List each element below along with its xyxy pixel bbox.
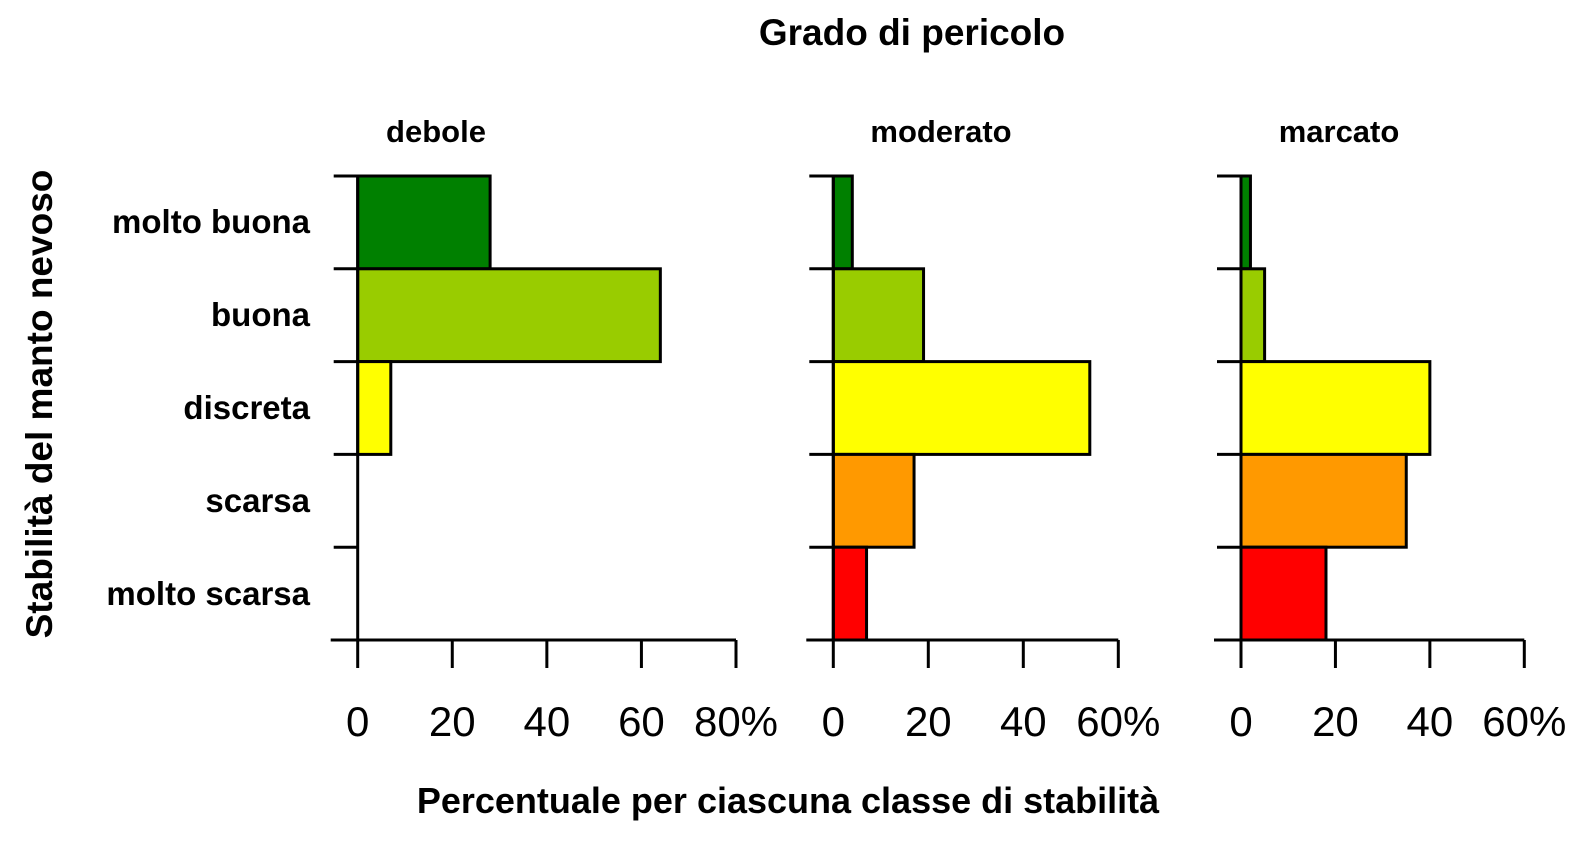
panel-header-moderato: moderato	[870, 114, 1012, 149]
panel-moderato-x-tick-label: 60%	[1076, 698, 1160, 745]
panel-debole-x-tick-label: 60	[618, 698, 665, 745]
panel-debole-x-tick-label: 0	[346, 698, 369, 745]
panel-debole-x-tick-label: 40	[523, 698, 570, 745]
panel-debole-x-tick-label: 80%	[694, 698, 778, 745]
bar-marcato-buona	[1239, 267, 1267, 364]
panel-moderato-x-tick-label: 40	[1000, 698, 1047, 745]
bar-moderato-scarsa	[831, 452, 916, 549]
bar-moderato-buona	[831, 267, 926, 364]
category-label-scarsa: scarsa	[205, 482, 310, 519]
bar-debole-molto-buona	[356, 174, 492, 271]
bar-marcato-discreta	[1239, 360, 1432, 456]
bar-marcato-scarsa	[1239, 452, 1408, 549]
panel-marcato-x-tick-label: 20	[1312, 698, 1359, 745]
panel-marcato-x-tick-label: 40	[1407, 698, 1454, 745]
panel-header-marcato: marcato	[1278, 114, 1400, 149]
panel-header-debole: debole	[386, 114, 486, 149]
panel-marcato-x-tick-label: 0	[1229, 698, 1252, 745]
category-label-molto-scarsa: molto scarsa	[106, 575, 310, 612]
category-label-molto-buona: molto buona	[112, 203, 310, 240]
panel-moderato-x-tick-label: 0	[822, 698, 845, 745]
x-axis-label: Percentuale per ciascuna classe di stabi…	[416, 780, 1160, 821]
bar-moderato-molto-scarsa	[831, 545, 869, 642]
chart-title: Grado di pericolo	[758, 12, 1066, 53]
bar-marcato-molto-scarsa	[1239, 545, 1328, 642]
category-label-discreta: discreta	[183, 389, 310, 426]
panel-marcato-x-tick-label: 60%	[1482, 698, 1566, 745]
bar-debole-buona	[356, 267, 662, 364]
bar-debole-discreta	[356, 360, 393, 456]
panel-moderato-x-tick-label: 20	[905, 698, 952, 745]
panel-debole-x-tick-label: 20	[429, 698, 476, 745]
bar-moderato-molto-buona	[831, 174, 854, 271]
category-label-buona: buona	[211, 296, 310, 333]
bar-moderato-discreta	[831, 360, 1092, 456]
